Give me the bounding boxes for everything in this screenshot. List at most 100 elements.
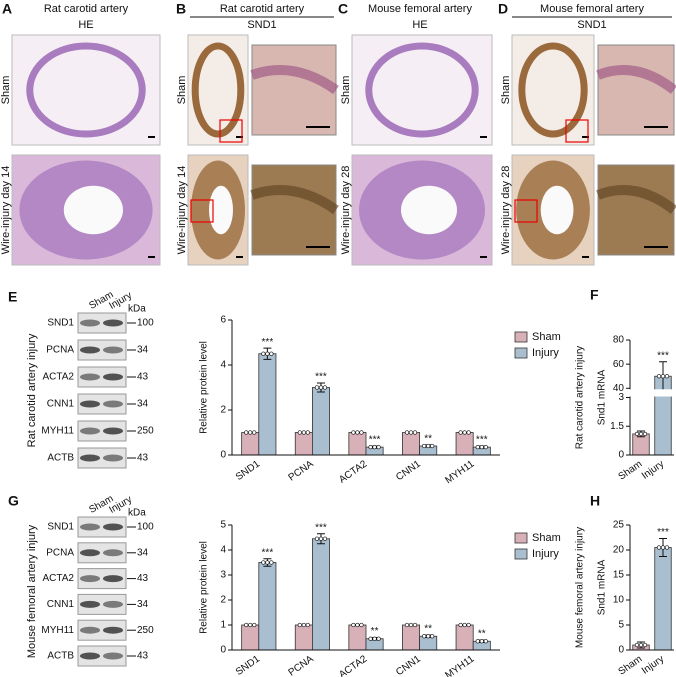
band — [80, 400, 100, 408]
replicate-dot — [422, 634, 427, 639]
protein-label: CNN1 — [47, 399, 75, 410]
marker-label: 100 — [137, 522, 154, 533]
x-tick-label: MYH11 — [443, 653, 476, 677]
replicate-dot — [269, 351, 274, 356]
band — [103, 652, 123, 660]
blot-strip — [77, 619, 127, 641]
x-tick-label: SND1 — [234, 458, 263, 483]
replicate-dot — [458, 622, 463, 628]
replicate-dot — [261, 560, 266, 565]
band — [103, 600, 123, 608]
bar — [258, 562, 277, 651]
replicate-dot — [314, 385, 320, 390]
blot-strip — [77, 312, 127, 334]
blot-strip — [77, 366, 127, 388]
bar — [402, 624, 420, 651]
bar — [258, 353, 277, 456]
y-tick-label: 80 — [613, 335, 625, 346]
band — [80, 319, 100, 327]
protein-label: CNN1 — [47, 599, 75, 610]
y-axis-label: Relative protein level — [199, 341, 210, 434]
protein-label: SND1 — [47, 318, 74, 329]
y-tick-label: 4 — [220, 360, 226, 371]
replicate-dot — [351, 622, 356, 628]
legend-swatch — [514, 548, 528, 560]
protein-label: ACTA2 — [43, 573, 75, 584]
row-label: Sham — [176, 76, 188, 105]
micrograph — [11, 34, 161, 146]
replicate-dot — [664, 545, 670, 550]
significance: *** — [369, 435, 381, 446]
axis-break — [625, 389, 675, 397]
replicate-dot — [269, 560, 274, 565]
bar — [654, 547, 672, 651]
marker-label: 250 — [137, 426, 154, 437]
blot-strip — [77, 339, 127, 361]
inset-texture — [250, 65, 339, 95]
y-tick-label: 5 — [220, 520, 226, 531]
band — [103, 400, 123, 408]
replicate-dot — [376, 444, 381, 450]
protein-label: MYH11 — [41, 426, 74, 437]
row-label: Wire-injury day 28 — [340, 166, 352, 255]
panel-letter: B — [176, 1, 186, 17]
bar — [455, 624, 474, 651]
panel-subtitle: SND1 — [577, 19, 606, 31]
replicate-dot — [244, 430, 249, 435]
replicate-dot — [664, 374, 670, 379]
replicate-dot — [642, 642, 648, 648]
significance: *** — [262, 547, 274, 558]
blot-strip — [77, 568, 127, 590]
panel-subtitle: SND1 — [247, 19, 276, 31]
lumen — [63, 185, 123, 235]
replicate-dot — [314, 536, 320, 541]
zoom-box — [514, 199, 538, 223]
band — [103, 427, 123, 435]
marker-label: 250 — [137, 625, 154, 636]
replicate-dot — [359, 622, 364, 628]
band — [80, 373, 100, 381]
y-axis-label: Snd1 mRNA — [597, 369, 608, 425]
bar — [311, 387, 330, 456]
legend-swatch — [514, 532, 528, 544]
vessel-wall — [191, 42, 245, 138]
y-tick-label: 60 — [613, 359, 625, 370]
inset-micrograph — [251, 44, 337, 136]
marker-label: 34 — [137, 399, 149, 410]
panel-title: Mouse femoral artery — [368, 3, 472, 15]
panel-title: Rat carotid artery — [220, 3, 305, 15]
y-tick-label: 0 — [618, 645, 624, 656]
bar — [294, 432, 313, 456]
x-tick-label: Injury — [640, 654, 666, 677]
significance: ** — [478, 629, 486, 640]
significance: *** — [315, 522, 327, 533]
replicate-dot — [252, 622, 257, 628]
panel-letter: C — [338, 1, 348, 17]
bar — [402, 432, 420, 456]
replicate-dot — [404, 430, 410, 435]
blot-strip — [77, 393, 127, 415]
replicate-dot — [426, 443, 431, 449]
y-tick-label: 40 — [613, 383, 625, 394]
y-axis-label: Relative protein level — [199, 541, 210, 634]
bar — [241, 624, 260, 651]
replicate-dot — [248, 622, 253, 628]
band — [103, 523, 123, 531]
bar — [348, 624, 367, 651]
panel-letter: G — [8, 493, 19, 509]
protein-label: ACTA2 — [43, 372, 75, 383]
inset-texture — [596, 185, 676, 214]
y-tick-label: 2 — [220, 405, 226, 416]
x-tick-label: PCNA — [287, 653, 316, 677]
inset-micrograph — [597, 44, 675, 136]
y-tick-label: 0 — [220, 450, 226, 461]
replicate-dot — [638, 431, 644, 437]
row-label: Sham — [500, 76, 512, 105]
protein-label: PCNA — [46, 547, 74, 558]
significance: *** — [262, 337, 274, 348]
y-tick-label: 20 — [613, 545, 625, 556]
y-axis-label: Snd1 mRNA — [597, 559, 608, 615]
replicate-dot — [634, 431, 640, 437]
x-tick-label: Sham — [617, 654, 645, 677]
